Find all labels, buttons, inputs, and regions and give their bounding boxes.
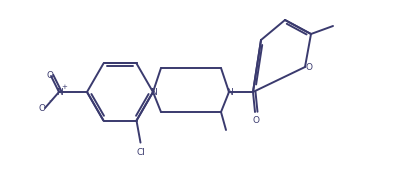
Text: N: N [226, 88, 232, 96]
Text: N: N [150, 88, 156, 96]
Text: +: + [61, 84, 67, 90]
Text: Cl: Cl [136, 147, 145, 157]
Text: O: O [38, 103, 46, 112]
Text: O: O [46, 71, 54, 79]
Text: O: O [306, 62, 313, 71]
Text: N: N [56, 88, 62, 96]
Text: ⁻: ⁻ [48, 98, 52, 107]
Text: O: O [252, 116, 260, 125]
